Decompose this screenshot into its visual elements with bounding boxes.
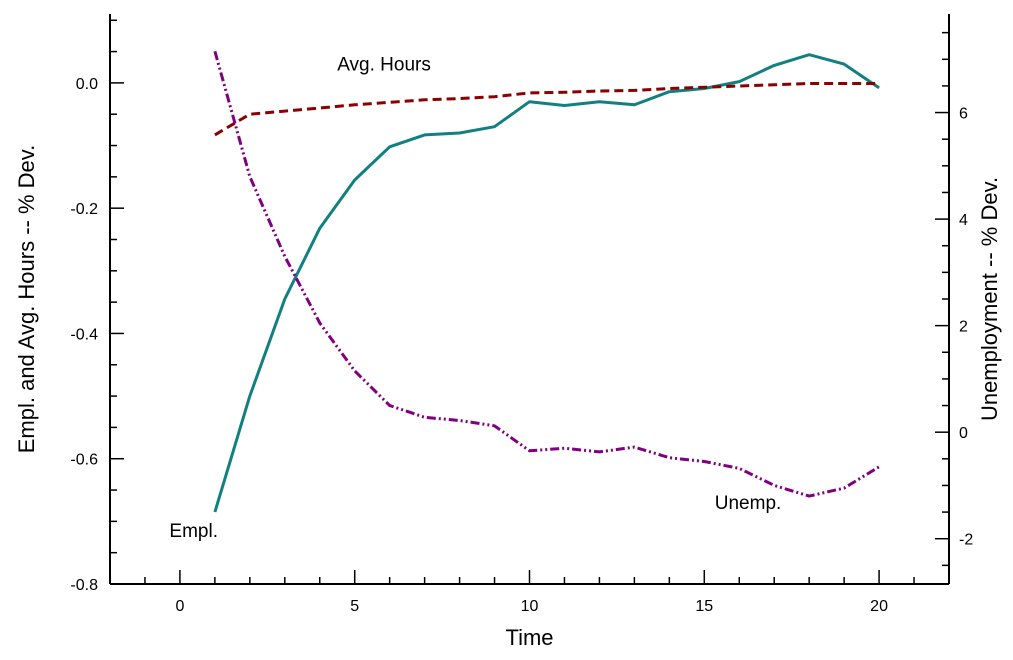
x-tick-label: 15 [695,598,713,615]
series-layer [213,50,880,513]
series-line-avg-hours [214,82,880,137]
y-axis-title-right: Unemployment -- % Dev. [977,177,1002,421]
y-left-tick-label: -0.8 [70,577,98,594]
series-line-empl [213,53,880,513]
y-right-tick-label: 2 [959,319,968,336]
y-right-tick-label: 0 [959,425,968,442]
y-axis-title-left: Empl. and Avg. Hours -- % Dev. [14,145,39,454]
y-left-tick-label: -0.4 [70,326,98,343]
y-right-tick-label: 4 [959,212,968,229]
annotation-empl: Empl. [169,521,218,542]
series-line-unemp [213,50,880,498]
y-right-tick-label: 6 [959,106,968,123]
plot-frame [109,14,950,585]
annotation-avg-hours: Avg. Hours [337,54,431,75]
annotation-unemp: Unemp. [715,493,782,514]
y-left-tick-label: 0.0 [76,76,98,93]
x-tick-label: 5 [350,598,359,615]
annotation-layer: Avg. Hours Empl. Unemp. [169,54,781,542]
y-right-tick-label: -2 [959,532,973,549]
y-left-tick-label: -0.2 [70,201,98,218]
x-tick-label: 0 [175,598,184,615]
x-tick-label: 20 [870,598,888,615]
y-left-tick-label: -0.6 [70,452,98,469]
x-axis-title: Time [505,625,553,650]
x-tick-label: 10 [521,598,539,615]
